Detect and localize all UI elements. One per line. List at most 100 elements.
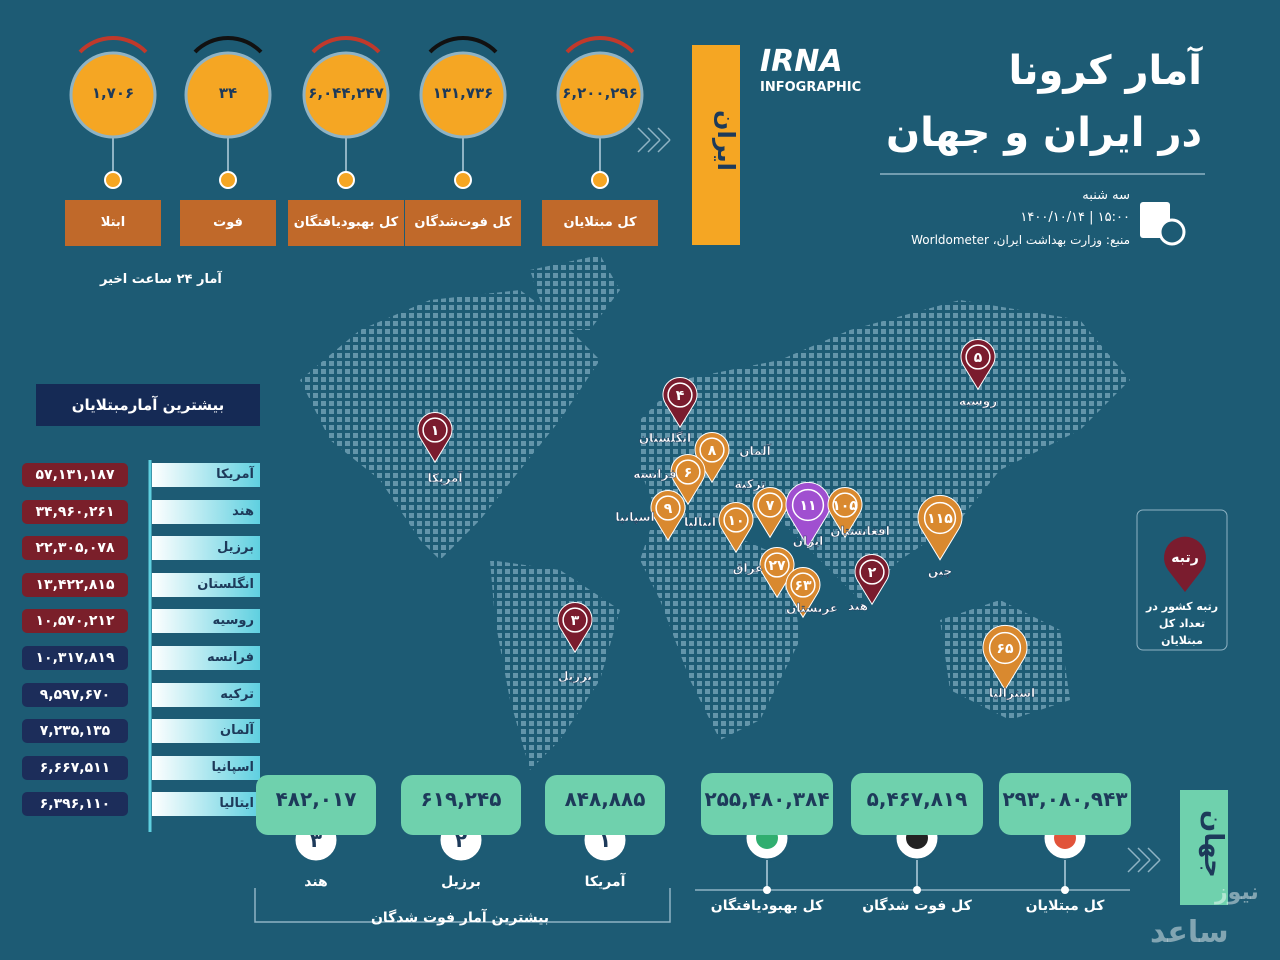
stat-arc bbox=[565, 36, 635, 54]
country-label: آلمان bbox=[152, 719, 260, 744]
country-label: انگلستان bbox=[152, 572, 260, 597]
stat-label: کل بهبودیافتگان bbox=[288, 200, 404, 246]
pin-inner bbox=[667, 382, 693, 408]
case-value: ۱۰,۵۷۰,۲۱۲ bbox=[22, 609, 128, 634]
case-value: ۳۴,۹۶۰,۲۶۱ bbox=[22, 499, 128, 524]
map-pin bbox=[417, 412, 453, 464]
world-card: ۵,۴۶۷,۸۱۹ bbox=[851, 773, 983, 835]
death-card: ۴۸۲,۰۱۷ bbox=[256, 775, 376, 835]
country-label: فرانسه bbox=[152, 646, 260, 670]
pin-inner bbox=[422, 417, 448, 443]
map-pin bbox=[662, 377, 698, 429]
pin-country: ایران bbox=[793, 534, 823, 548]
legend-title: رتبه bbox=[1171, 550, 1199, 566]
pin-country: ترکیه bbox=[734, 477, 765, 491]
map-pin bbox=[694, 432, 730, 484]
stat-value: ۱۳۱,۷۳۶ bbox=[432, 84, 494, 102]
title-line2: در ایران و جهان bbox=[885, 110, 1202, 156]
iran-bar bbox=[692, 45, 740, 245]
pin-rank: ۸ bbox=[708, 443, 717, 459]
world-dot bbox=[763, 886, 771, 894]
stat-label: ابتلا bbox=[65, 200, 161, 246]
title-line1: آمار کرونا bbox=[1008, 48, 1203, 94]
pin-rank: ۱۱ bbox=[799, 498, 816, 514]
pin-country: برزیل bbox=[558, 669, 592, 683]
stat-dot bbox=[337, 171, 355, 189]
date-time: ۱۴۰۰/۱۰/۱۴ | ۱۵:۰۰ bbox=[1020, 210, 1130, 225]
iran-note: آمار ۲۴ ساعت اخیر bbox=[100, 272, 222, 287]
stat-arc bbox=[78, 36, 148, 54]
country-label: آمریکا bbox=[152, 463, 260, 487]
pin-inner bbox=[723, 507, 749, 533]
stat-value: ۶,۲۰۰,۲۹۶ bbox=[562, 84, 638, 102]
case-value: ۵۷,۱۳۱,۱۸۷ bbox=[22, 463, 128, 487]
pin-inner bbox=[655, 495, 681, 521]
day: سه شنبه bbox=[1082, 188, 1130, 203]
pin-country: آمریکا bbox=[428, 470, 464, 485]
pin-country: هند bbox=[848, 599, 868, 613]
pin-country: افغانستان bbox=[830, 524, 890, 538]
world-stat-label: کل فوت شدگان bbox=[862, 898, 972, 914]
pin-rank: ۶ bbox=[684, 465, 693, 481]
pin-country: روسیه bbox=[959, 394, 997, 409]
deaths-title: بیشترین آمار فوت شدگان bbox=[370, 910, 550, 926]
map-pin bbox=[854, 554, 890, 606]
pin-rank: ۲ bbox=[868, 565, 877, 581]
stat-label: کل مبتلایان bbox=[542, 200, 658, 246]
country-label: ایتالیا bbox=[152, 792, 260, 817]
map-pin bbox=[827, 487, 863, 539]
death-card: ۸۴۸,۸۸۵ bbox=[545, 775, 665, 835]
pin-inner bbox=[764, 552, 790, 578]
stat-dot bbox=[454, 171, 472, 189]
death-country: آمریکا bbox=[584, 874, 626, 890]
stat-value: ۶,۰۴۴,۲۴۷ bbox=[308, 84, 384, 102]
world-card: ۲۵۵,۴۸۰,۳۸۴ bbox=[701, 773, 833, 835]
map-pin bbox=[759, 547, 795, 599]
pin-rank: ۶۳ bbox=[794, 578, 812, 594]
pin-rank: ۵ bbox=[974, 350, 983, 366]
pin-country: ایتالیا bbox=[684, 515, 716, 529]
pin-country: اسپانیا bbox=[615, 510, 654, 524]
iran-label: ایران bbox=[712, 110, 740, 171]
case-value: ۱۳,۴۲۲,۸۱۵ bbox=[22, 572, 128, 597]
pin-country: عربستان bbox=[786, 601, 838, 615]
pin-inner bbox=[859, 559, 885, 585]
stat-dot bbox=[591, 171, 609, 189]
pin-rank: ۳ bbox=[571, 613, 580, 629]
pin-country: فرانسه bbox=[633, 467, 676, 481]
clock-icon bbox=[1158, 218, 1186, 246]
case-value: ۲۲,۳۰۵,۰۷۸ bbox=[22, 536, 128, 561]
case-value: ۷,۲۳۵,۱۳۵ bbox=[22, 719, 128, 744]
map-pin bbox=[718, 502, 754, 554]
map-pin bbox=[917, 494, 963, 561]
watermark: ساعد bbox=[1150, 915, 1229, 950]
pin-inner bbox=[965, 344, 991, 370]
death-card: ۶۱۹,۲۴۵ bbox=[401, 775, 521, 835]
world-dot bbox=[1061, 886, 1069, 894]
watermark: نیوز bbox=[1215, 880, 1259, 905]
country-label: برزیل bbox=[152, 536, 260, 561]
country-label: ترکیه bbox=[152, 682, 260, 707]
pin-rank: ۱۰ bbox=[727, 513, 744, 529]
stat-value: ۱,۷۰۶ bbox=[91, 84, 135, 102]
stat-arc bbox=[311, 36, 381, 54]
source: منبع: وزارت بهداشت ایران، Worldometer bbox=[911, 233, 1130, 247]
legend-pin bbox=[1164, 536, 1206, 592]
logo-sub: INFOGRAPHIC bbox=[760, 80, 862, 95]
case-value: ۱۰,۳۱۷,۸۱۹ bbox=[22, 646, 128, 670]
pin-inner bbox=[699, 437, 725, 463]
country-label: روسیه bbox=[152, 609, 260, 634]
country-label: هند bbox=[152, 499, 260, 524]
top-cases-title: بیشترین آمارمبتلایان bbox=[71, 396, 225, 414]
map-pin bbox=[670, 454, 706, 506]
stat-dot bbox=[219, 171, 237, 189]
world-dot bbox=[913, 886, 921, 894]
pin-country: عراق bbox=[733, 561, 764, 575]
pin-inner bbox=[923, 501, 957, 535]
pin-rank: ۴ bbox=[676, 388, 685, 404]
pin-inner bbox=[791, 488, 825, 522]
top-cases-header-bg bbox=[36, 384, 260, 426]
